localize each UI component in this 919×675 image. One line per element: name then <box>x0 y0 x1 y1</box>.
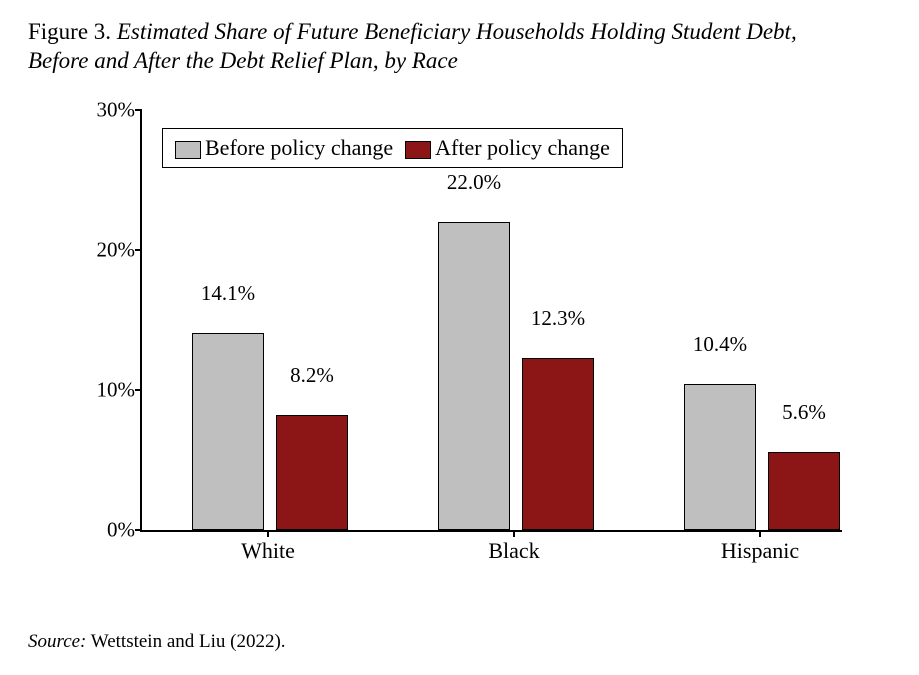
legend-swatch-before <box>175 141 201 159</box>
xtick-label-hispanic: Hispanic <box>721 538 799 564</box>
figure-title-text-1: Estimated Share of Future Beneficiary Ho… <box>111 19 797 44</box>
figure-title-line2: Before and After the Debt Relief Plan, b… <box>28 47 891 76</box>
legend-item-after: After policy change <box>405 135 610 161</box>
bar-before-hispanic <box>684 384 756 530</box>
bar-before-black <box>438 222 510 530</box>
source-label: Source: <box>28 631 86 652</box>
figure-number: Figure 3. <box>28 19 111 44</box>
ytick-label-10: 10% <box>80 378 135 403</box>
xtick-mark <box>267 530 269 537</box>
legend: Before policy change After policy change <box>162 128 623 168</box>
bar-label-after-black: 12.3% <box>531 306 585 331</box>
bar-label-before-white: 14.1% <box>201 281 255 306</box>
bar-after-white <box>276 415 348 530</box>
plot-box: Before policy change After policy change… <box>140 110 842 532</box>
legend-item-before: Before policy change <box>175 135 393 161</box>
bar-after-hispanic <box>768 452 840 530</box>
bar-label-before-hispanic: 10.4% <box>693 332 747 357</box>
legend-label-after: After policy change <box>435 135 610 160</box>
figure-title-line1: Figure 3. Estimated Share of Future Bene… <box>28 18 891 47</box>
legend-swatch-after <box>405 141 431 159</box>
bar-label-before-black: 22.0% <box>447 170 501 195</box>
xtick-label-white: White <box>241 538 295 564</box>
ytick-label-0: 0% <box>80 518 135 543</box>
xtick-mark <box>513 530 515 537</box>
figure-title: Figure 3. Estimated Share of Future Bene… <box>28 18 891 76</box>
bar-label-after-hispanic: 5.6% <box>782 400 826 425</box>
source-line: Source: Wettstein and Liu (2022). <box>28 631 286 653</box>
chart-area: 0% 10% 20% 30% Before policy change Afte… <box>80 100 850 570</box>
figure-container: Figure 3. Estimated Share of Future Bene… <box>0 0 919 675</box>
xtick-label-black: Black <box>488 538 539 564</box>
bar-after-black <box>522 358 594 530</box>
legend-label-before: Before policy change <box>205 135 393 160</box>
ytick-label-30: 30% <box>80 98 135 123</box>
bar-label-after-white: 8.2% <box>290 363 334 388</box>
ytick-label-20: 20% <box>80 238 135 263</box>
source-text: Wettstein and Liu (2022). <box>86 631 285 652</box>
xtick-mark <box>759 530 761 537</box>
bar-before-white <box>192 333 264 530</box>
